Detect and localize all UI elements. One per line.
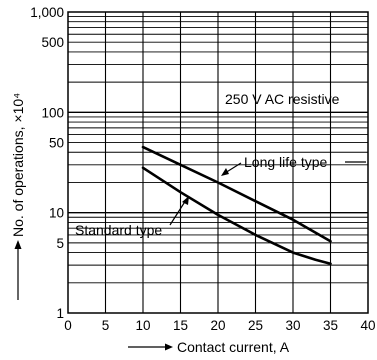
x-tick-label: 25 bbox=[248, 318, 263, 333]
y-tick-label: 500 bbox=[41, 35, 64, 50]
x-tick-label: 40 bbox=[360, 318, 375, 333]
x-tick-label: 5 bbox=[102, 318, 110, 333]
y-tick-label: 10 bbox=[49, 206, 64, 221]
y-axis-label: No. of operations, ×10⁴ bbox=[10, 93, 26, 237]
series-line-long-life bbox=[141, 145, 332, 243]
leader-standard-arrow bbox=[182, 196, 189, 205]
x-tick-labels: 0 5 10 15 20 25 30 35 40 bbox=[64, 318, 375, 333]
x-tick-label: 30 bbox=[285, 318, 300, 333]
y-axis-label-group: No. of operations, ×10⁴ bbox=[10, 93, 26, 300]
x-tick-label: 15 bbox=[173, 318, 188, 333]
y-tick-label: 100 bbox=[41, 105, 64, 120]
y-tick-label: 1,000 bbox=[30, 5, 64, 20]
y-tick-label: 1 bbox=[56, 306, 64, 321]
annotation: 250 V AC resistive bbox=[225, 91, 340, 107]
series-lines bbox=[141, 145, 332, 266]
plot-frame bbox=[67, 11, 369, 314]
x-tick-label: 35 bbox=[323, 318, 338, 333]
y-tick-labels: 1 5 10 50 100 500 1,000 bbox=[30, 5, 64, 321]
series-line-standard bbox=[141, 166, 332, 266]
x-axis-label: Contact current, A bbox=[177, 339, 290, 355]
series-label-long-life: Long life type bbox=[244, 154, 327, 170]
x-tick-label: 10 bbox=[135, 318, 150, 333]
x-axis-label-group: Contact current, A bbox=[128, 339, 290, 355]
grid bbox=[68, 12, 368, 313]
series-label-standard: Standard type bbox=[75, 222, 162, 238]
y-tick-label: 50 bbox=[49, 136, 64, 151]
leader-standard bbox=[169, 199, 187, 226]
x-tick-label: 20 bbox=[210, 318, 225, 333]
x-tick-label: 0 bbox=[64, 318, 72, 333]
leader-long-life bbox=[224, 162, 242, 174]
leader-long-life-arrow bbox=[221, 168, 229, 176]
y-tick-label: 5 bbox=[56, 236, 64, 251]
